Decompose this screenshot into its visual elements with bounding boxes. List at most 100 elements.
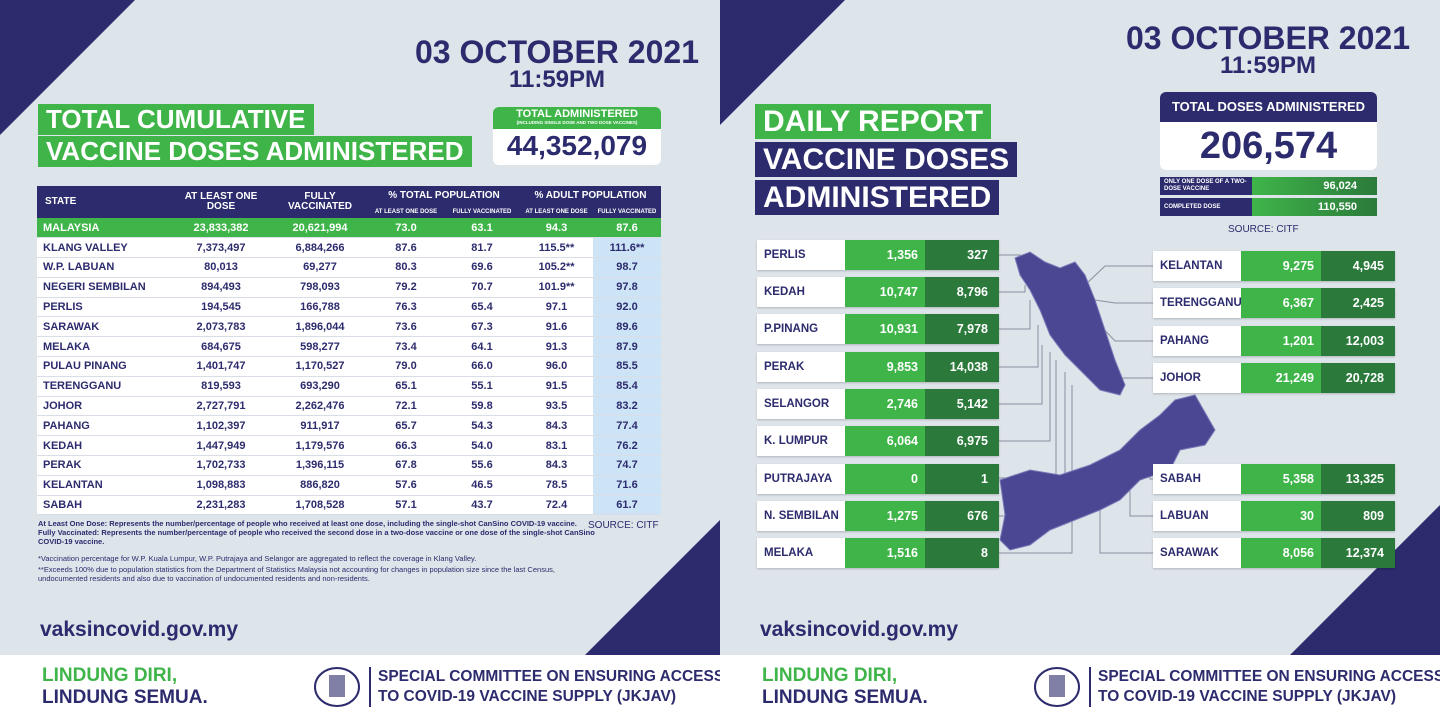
- table-row: MALAYSIA 23,833,382 20,621,994 73.0 63.1 94.3…: [37, 218, 661, 239]
- state-name: KEDAH: [757, 277, 845, 307]
- state-completed: 1: [925, 464, 999, 494]
- leader: [1094, 299, 1153, 304]
- state-completed: 12,003: [1321, 326, 1395, 356]
- breakdown-label: COMPLETED DOSE: [1160, 198, 1252, 216]
- state-box: LABUAN 30 809: [1153, 501, 1395, 531]
- crest: [1034, 667, 1080, 707]
- state-one-dose: 9,853: [845, 352, 925, 382]
- breakdown-row: ONLY ONE DOSE OF A TWO-DOSE VACCINE 96,02…: [1160, 177, 1377, 195]
- breakdown-label: ONLY ONE DOSE OF A TWO-DOSE VACCINE: [1160, 177, 1252, 195]
- state-box: MELAKA 1,516 8: [757, 538, 999, 568]
- table-cell: 1,179,576: [272, 435, 368, 457]
- table-cell: 79.0: [368, 356, 444, 377]
- state-completed: 7,978: [925, 314, 999, 344]
- state-one-dose: 6,064: [845, 426, 925, 456]
- state-box: P.PINANG 10,931 7,978: [757, 314, 999, 344]
- table-cell: 166,788: [272, 297, 368, 318]
- state-name: K. LUMPUR: [757, 426, 845, 456]
- time: 11:59PM: [1219, 52, 1317, 79]
- website: vaksincovid.gov.my: [760, 618, 959, 641]
- state-name: LABUAN: [1153, 501, 1241, 531]
- state-name: PAHANG: [1153, 326, 1241, 356]
- table-cell: 87.6: [368, 237, 444, 259]
- state-completed: 4,945: [1321, 251, 1395, 281]
- table-cell: 886,820: [272, 475, 368, 496]
- header-row: STATE AT LEAST ONE DOSE FULLY VACCINATED% …: [37, 186, 661, 218]
- table-cell: 73.4: [368, 336, 444, 358]
- table-cell: 2,073,783: [170, 316, 272, 338]
- footer: LINDUNG DIRI, LINDUNG SEMUA. SPECIAL COM…: [720, 655, 1440, 720]
- table-cell: 1,102,397: [170, 415, 272, 437]
- committee: SPECIAL COMMITTEE ON ENSURING ACCESS: [378, 668, 725, 685]
- table-cell: 85.5: [593, 356, 661, 377]
- table-cell: 55.1: [444, 376, 520, 397]
- table-cell: 54.0: [444, 435, 520, 457]
- table-cell: 2,262,476: [272, 396, 368, 417]
- leader: [999, 352, 1051, 442]
- table-cell: PERLIS: [37, 297, 170, 318]
- total-box: TOTAL ADMINISTERED (INCLUDING SINGLE DOS…: [493, 107, 661, 165]
- note: Fully Vaccinated: Represents the number/…: [38, 528, 595, 546]
- total-box: TOTAL DOSES ADMINISTERED 206,574: [1160, 92, 1377, 170]
- state-completed: 809: [1321, 501, 1395, 531]
- state-name: PERLIS: [757, 240, 845, 270]
- table-cell: 63.1: [444, 218, 520, 239]
- state-box: N. SEMBILAN 1,275 676: [757, 501, 999, 531]
- state-box: KELANTAN 9,275 4,945: [1153, 251, 1395, 281]
- table-cell: PULAU PINANG: [37, 356, 170, 377]
- table-row: JOHOR 2,727,791 2,262,476 72.1 59.8 93.5 83.2: [37, 396, 661, 417]
- state-name: MELAKA: [757, 538, 845, 568]
- map-borneo: [999, 394, 1216, 551]
- state-completed: 13,325: [1321, 464, 1395, 494]
- table-cell: 1,708,528: [272, 495, 368, 516]
- state-one-dose: 1,356: [845, 240, 925, 270]
- table-cell: 101.9**: [520, 277, 593, 298]
- table-cell: 66.3: [368, 435, 444, 457]
- table-cell: 69,277: [272, 257, 368, 278]
- table-row: PULAU PINANG 1,401,747 1,170,527 79.0 66.0 96…: [37, 356, 661, 377]
- table-cell: 894,493: [170, 277, 272, 298]
- state-box: PERAK 9,853 14,038: [757, 352, 999, 382]
- table-cell: 64.1: [444, 336, 520, 358]
- table-cell: 69.6: [444, 257, 520, 278]
- table-cell: 1,896,044: [272, 316, 368, 338]
- table-cell: 46.5: [444, 475, 520, 496]
- state-name: N. SEMBILAN: [757, 501, 845, 531]
- table-cell: 93.5: [520, 396, 593, 417]
- state-name: JOHOR: [1153, 363, 1241, 393]
- table-row: PAHANG 1,102,397 911,917 65.7 54.3 84.3 77.4: [37, 415, 661, 437]
- table-cell: 20,621,994: [272, 218, 368, 239]
- table-cell: 1,170,527: [272, 356, 368, 377]
- subcolumn-header: FULLY VACCINATED: [444, 206, 520, 218]
- date: 03 OCTOBER 2021: [415, 34, 699, 70]
- table-cell: 2,727,791: [170, 396, 272, 417]
- title-line: VACCINE DOSES: [755, 142, 1018, 177]
- state-one-dose: 1,516: [845, 538, 925, 568]
- right-panel: 03 OCTOBER 2021 11:59PM DAILY REPORT VAC…: [720, 0, 1440, 655]
- table-cell: 72.1: [368, 396, 444, 417]
- state-box: JOHOR 21,249 20,728: [1153, 363, 1395, 393]
- state-completed: 5,142: [925, 389, 999, 419]
- table-cell: 57.1: [368, 495, 444, 516]
- state-completed: 8,796: [925, 277, 999, 307]
- table-cell: 84.3: [520, 455, 593, 476]
- leader: [999, 360, 1057, 479]
- table-cell: 72.4: [520, 495, 593, 516]
- state-box: PAHANG 1,201 12,003: [1153, 326, 1395, 356]
- table-cell: 65.4: [444, 297, 520, 318]
- state-completed: 8: [925, 538, 999, 568]
- state-name: SABAH: [1153, 464, 1241, 494]
- table-cell: 91.5: [520, 376, 593, 397]
- state-box: K. LUMPUR 6,064 6,975: [757, 426, 999, 456]
- table-cell: 55.6: [444, 455, 520, 476]
- table-cell: 74.7: [593, 455, 661, 476]
- column-header: FULLY VACCINATED: [272, 186, 368, 218]
- table-cell: 67.3: [444, 316, 520, 338]
- total-label: TOTAL ADMINISTERED: [516, 108, 638, 120]
- state-completed: 6,975: [925, 426, 999, 456]
- state-completed: 327: [925, 240, 999, 270]
- state-completed: 20,728: [1321, 363, 1395, 393]
- committee: TO COVID-19 VACCINE SUPPLY (JKJAV): [1098, 688, 1397, 705]
- leader: [999, 300, 1031, 330]
